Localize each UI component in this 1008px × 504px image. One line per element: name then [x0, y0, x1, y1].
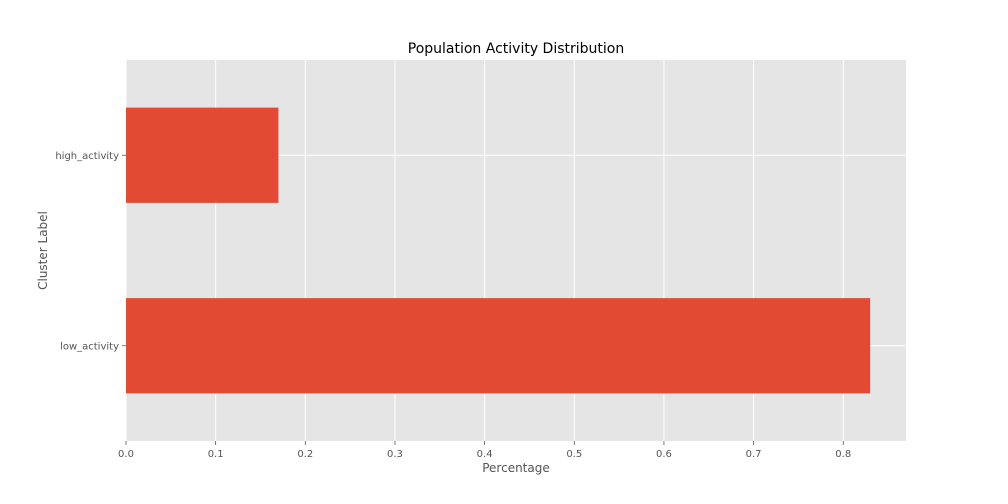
x-tick-label: 0.8 [835, 449, 851, 460]
x-tick-label: 0.6 [656, 449, 672, 460]
x-axis-ticks: 0.0 0.1 0.2 0.3 0.4 0.5 0.6 0.7 0.8 [118, 441, 851, 460]
bar-low-activity [126, 298, 871, 394]
x-tick-label: 0.4 [477, 449, 493, 460]
x-tick-label: 0.2 [297, 449, 313, 460]
chart-title: Population Activity Distribution [408, 41, 625, 57]
x-tick-label: 0.7 [746, 449, 762, 460]
bar-high-activity [126, 107, 279, 203]
x-tick-label: 0.5 [566, 449, 582, 460]
x-tick-label: 0.3 [387, 449, 403, 460]
x-axis-label: Percentage [482, 461, 550, 475]
x-tick-label: 0.1 [208, 449, 224, 460]
bars [126, 107, 871, 394]
y-axis-label: Cluster Label [36, 211, 50, 290]
y-tick-label: low_activity [60, 341, 119, 352]
y-axis-ticks: low_activity high_activity [55, 151, 126, 352]
y-tick-label: high_activity [55, 151, 119, 162]
x-tick-label: 0.0 [118, 449, 134, 460]
